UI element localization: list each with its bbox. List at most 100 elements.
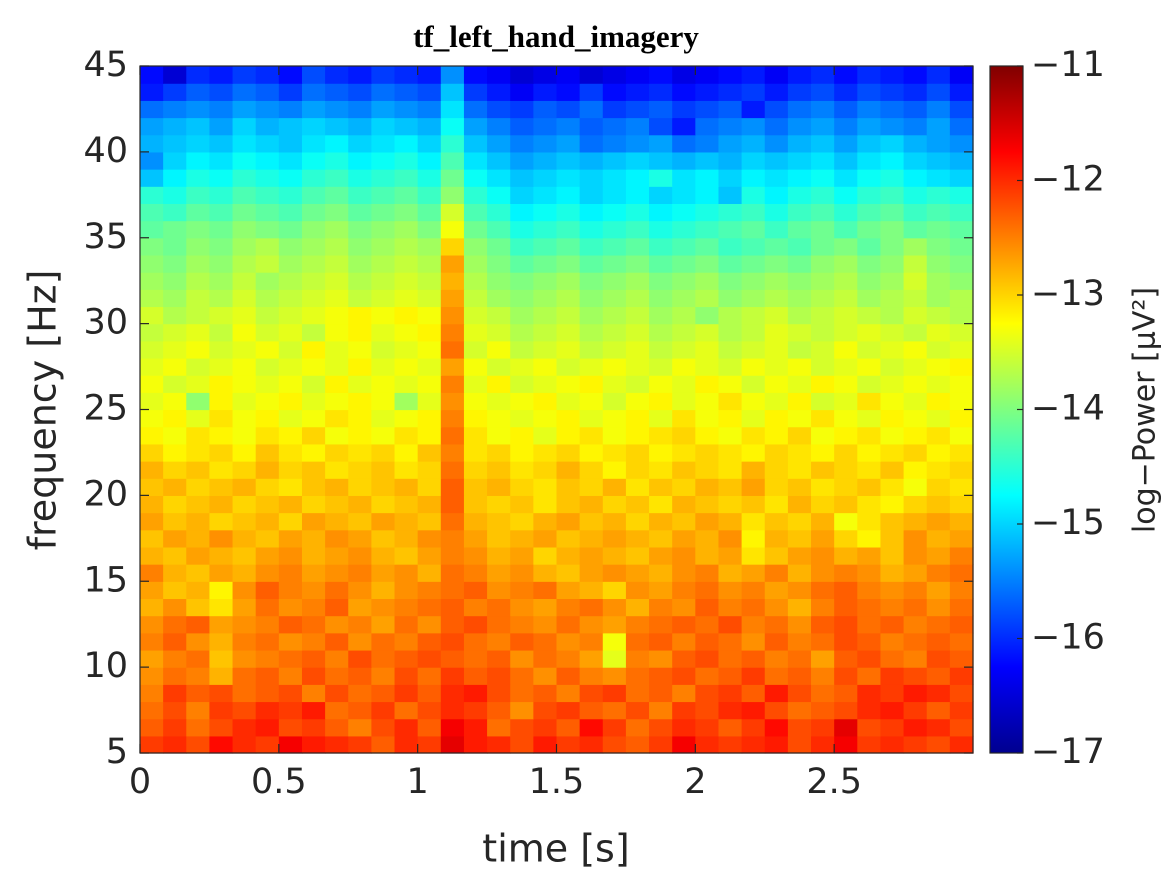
heatmap-cell [186, 512, 211, 531]
heatmap-cell [371, 667, 396, 685]
heatmap-cell [718, 632, 743, 651]
heatmap-cell [533, 581, 558, 600]
heatmap-cell [371, 529, 396, 548]
heatmap-cell [487, 169, 511, 187]
heatmap-cell [602, 409, 627, 428]
heatmap-cell [301, 306, 326, 325]
heatmap-cell [625, 649, 650, 668]
heatmap-cell [764, 323, 789, 342]
heatmap-cell [487, 649, 511, 668]
heatmap-cell [186, 598, 211, 617]
heatmap-cell [926, 735, 951, 754]
heatmap-cell [255, 735, 280, 754]
heatmap-cell [718, 495, 743, 514]
heatmap-cell [417, 443, 442, 462]
heatmap-cell [718, 461, 743, 479]
heatmap-cell [440, 254, 465, 273]
heatmap-cell [649, 546, 673, 565]
heatmap-cell [255, 632, 280, 651]
heatmap-cell [186, 100, 211, 119]
heatmap-cell [764, 392, 789, 411]
heatmap-cell [625, 237, 650, 256]
heatmap-cell [533, 169, 558, 187]
heatmap-cell [209, 529, 234, 548]
heatmap-cell [579, 100, 604, 119]
heatmap-cell [463, 735, 488, 754]
heatmap-cell [741, 564, 766, 582]
heatmap-cell [232, 306, 257, 325]
heatmap-cell [857, 684, 882, 703]
heatmap-cell [209, 632, 234, 651]
heatmap-cell [140, 375, 164, 393]
heatmap-cell [394, 684, 419, 703]
heatmap-cell [140, 529, 164, 548]
heatmap-cell [672, 392, 696, 411]
heatmap-cell [163, 529, 187, 548]
heatmap-cell [926, 564, 951, 582]
heatmap-cell [533, 735, 558, 754]
heatmap-cell [371, 100, 396, 119]
heatmap-cell [579, 289, 604, 308]
heatmap-cell [510, 461, 534, 479]
heatmap-cell [325, 461, 349, 479]
heatmap-cell [834, 220, 858, 239]
heatmap-cell [301, 701, 326, 720]
heatmap-cell [417, 684, 442, 703]
heatmap-cell [834, 564, 858, 582]
heatmap-cell [163, 409, 187, 428]
heatmap-cell [278, 718, 303, 737]
heatmap-cell [834, 478, 858, 496]
heatmap-cell [579, 340, 604, 359]
heatmap-cell [672, 598, 696, 617]
heatmap-cell [440, 272, 465, 290]
heatmap-cell [417, 151, 442, 170]
heatmap-cell [556, 237, 581, 256]
heatmap-cell [695, 495, 720, 514]
heatmap-cell [741, 426, 766, 445]
heatmap-cell [695, 83, 720, 101]
heatmap-cell [903, 289, 928, 308]
heatmap-cell [533, 615, 558, 634]
heatmap-cell [787, 117, 812, 136]
heatmap-cell [301, 546, 326, 565]
heatmap-cell [857, 478, 882, 496]
heatmap-cell [903, 684, 928, 703]
heatmap-cell [649, 151, 673, 170]
heatmap-cell [949, 632, 974, 651]
heatmap-cell [787, 735, 812, 754]
heatmap-cell [695, 667, 720, 685]
heatmap-cell [811, 203, 835, 222]
heatmap-cell [834, 667, 858, 685]
heatmap-cell [463, 272, 488, 290]
heatmap-cell [348, 649, 372, 668]
heatmap-cell [903, 426, 928, 445]
heatmap-cell [695, 426, 720, 445]
heatmap-cell [672, 151, 696, 170]
heatmap-cell [556, 203, 581, 222]
colorbar-tick-label: −16 [1031, 618, 1105, 658]
heatmap-cell [556, 718, 581, 737]
heatmap-cell [903, 409, 928, 428]
heatmap-cell [672, 117, 696, 136]
heatmap-cell [556, 151, 581, 170]
colorbar-tick-label: −14 [1031, 389, 1105, 429]
heatmap-cell [764, 684, 789, 703]
heatmap-cell [140, 409, 164, 428]
heatmap-cell [764, 289, 789, 308]
heatmap-cell [140, 66, 164, 84]
heatmap-cell [209, 134, 234, 153]
heatmap-cell [255, 117, 280, 136]
heatmap-cell [417, 495, 442, 514]
heatmap-cell [926, 701, 951, 720]
heatmap-cell [718, 357, 743, 376]
heatmap-cell [463, 117, 488, 136]
heatmap-cell [301, 357, 326, 376]
heatmap-cell [487, 684, 511, 703]
heatmap-cell [857, 649, 882, 668]
heatmap-cell [903, 66, 928, 84]
heatmap-cell [463, 186, 488, 204]
heatmap-cell [672, 564, 696, 582]
heatmap-cell [602, 667, 627, 685]
heatmap-cell [811, 735, 835, 754]
heatmap-cell [348, 254, 372, 273]
